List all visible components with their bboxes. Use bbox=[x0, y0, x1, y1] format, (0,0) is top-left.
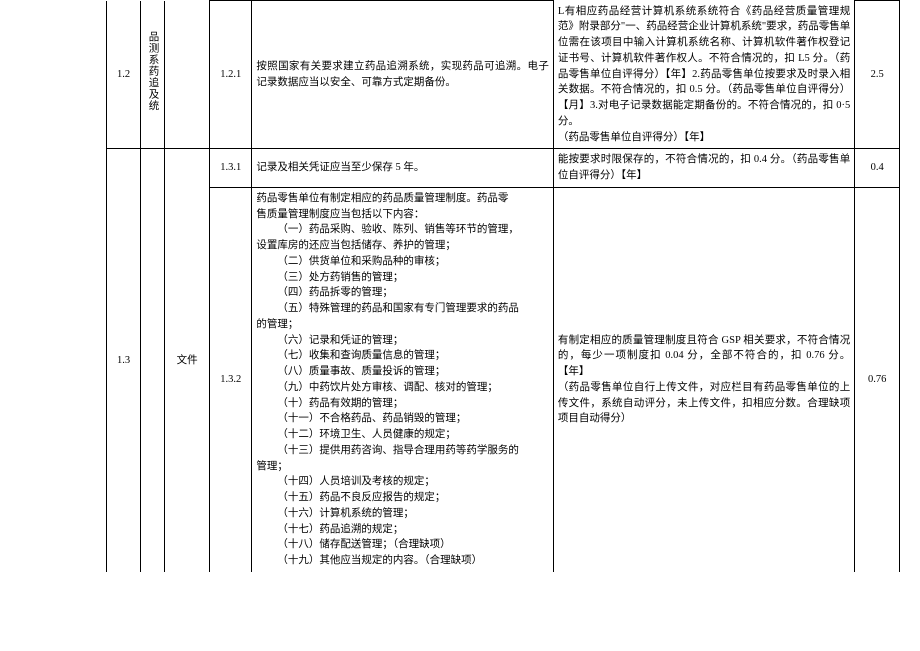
cell-requirement: 药品零售单位有制定相应的药品质量管理制度。药品零售质量管理制度应当包括以下内容：… bbox=[252, 187, 553, 572]
cell-requirement: 记录及相关凭证应当至少保存 5 年。 bbox=[252, 149, 553, 188]
table-row: 1.2 品测系药追及统 1.2.1 按照国家有关要求建立药品追溯系统，实现药品可… bbox=[80, 1, 900, 149]
cell-requirement: 按照国家有关要求建立药品追溯系统，实现药品可追溯。电子记录数据应当以安全、可靠方… bbox=[252, 1, 553, 149]
table-row: 1.3 文件 1.3.1 记录及相关凭证应当至少保存 5 年。 能按要求时限保存… bbox=[80, 149, 900, 188]
cell-score: 0.4 bbox=[855, 149, 900, 188]
cell-blank bbox=[80, 149, 107, 572]
document-page: 1.2 品测系药追及统 1.2.1 按照国家有关要求建立药品追溯系统，实现药品可… bbox=[0, 0, 920, 651]
cell-section-name: 文件 bbox=[165, 149, 210, 572]
cell-blank bbox=[80, 1, 107, 149]
regulation-table: 1.2 品测系药追及统 1.2.1 按照国家有关要求建立药品追溯系统，实现药品可… bbox=[80, 0, 900, 572]
cell-section-num: 1.3 bbox=[107, 149, 140, 572]
cell-item-num: 1.3.2 bbox=[209, 187, 251, 572]
cell-scoring: 能按要求时限保存的，不符合情况的，扣 0.4 分。（药品零售单位自评得分）【年】 bbox=[553, 149, 854, 188]
cell-section-name: 品测系药追及统 bbox=[140, 1, 165, 149]
cell-item-num: 1.3.1 bbox=[209, 149, 251, 188]
cell-score: 0.76 bbox=[855, 187, 900, 572]
cell-item-num: 1.2.1 bbox=[209, 1, 251, 149]
cell-scoring: L有相应药品经营计算机系统系统符合《药品经营质量管理规范》附录部分"一、药品经营… bbox=[553, 1, 854, 149]
cell-section-num: 1.2 bbox=[107, 1, 140, 149]
cell-blank3 bbox=[140, 149, 165, 572]
cell-blank2 bbox=[165, 1, 210, 149]
cell-scoring: 有制定相应的质量管理制度且符合 GSP 相关要求，不符合情况的，每少一项制度扣 … bbox=[553, 187, 854, 572]
cell-score: 2.5 bbox=[855, 1, 900, 149]
